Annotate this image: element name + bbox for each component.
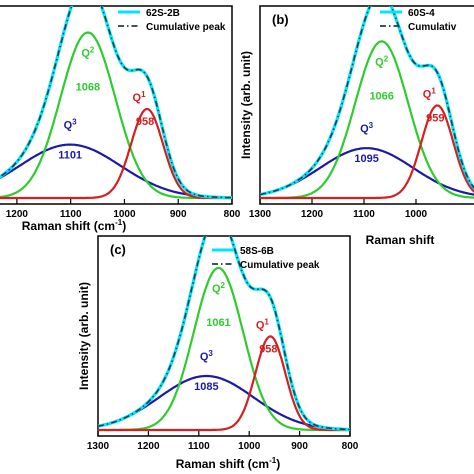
x-tick-label-2: 1000: [113, 209, 136, 220]
x-tick-label-4: 800: [224, 209, 241, 220]
legend-label-sample: 60S-4: [408, 8, 435, 19]
peak-q-label-1: Q3: [360, 121, 374, 135]
x-tick-label-3: 1000: [238, 441, 261, 452]
x-tick-label-1: 1100: [60, 209, 82, 220]
plot-frame: [259, 5, 474, 205]
x-axis-label: Raman shift: [366, 233, 435, 247]
peak-center-label-2: 1061: [206, 317, 230, 329]
x-tick-label-3: 900: [170, 209, 187, 220]
peak-curve-3: [98, 335, 350, 432]
peak-center-label-3: 958: [259, 343, 277, 355]
y-axis-label: Intensity (arb. unit): [77, 282, 91, 390]
peak-center-label-3: 959: [426, 112, 444, 124]
x-tick-label-5: 800: [342, 441, 359, 452]
y-axis-label: Intensity (arb. unit): [239, 51, 253, 159]
panel-a: Q3 1101 Q2 1068 Q1 958 1200 1100 1000 900 800 Raman…: [0, 5, 241, 233]
plot-frame: [97, 235, 351, 437]
x-tick-label-0: 1300: [87, 441, 110, 452]
x-axis-label: Raman shift (cm-1): [22, 218, 126, 233]
plot-area: [0, 6, 232, 200]
peak-q-label-1: Q3: [64, 118, 78, 132]
peak-center-label-3: 958: [136, 116, 154, 128]
peak-q-label-1: Q3: [200, 349, 214, 363]
x-axis-label: Raman shift (cm-1): [176, 456, 280, 471]
plot-area: [98, 236, 350, 432]
x-tick-label-0: 1200: [6, 209, 29, 220]
x-tick-label-2: 1100: [188, 441, 210, 452]
series-line-cumulative: [98, 236, 350, 431]
plot-area: [260, 6, 474, 200]
x-tick-label-0: 1300: [249, 209, 272, 220]
peak-center-label-1: 1085: [194, 381, 218, 393]
plot-frame: [0, 5, 233, 205]
x-tick-label-1: 1200: [137, 441, 160, 452]
panel-label: (b): [272, 12, 289, 27]
peak-center-label-1: 1095: [354, 153, 378, 165]
legend-label-sample: 58S-6B: [240, 246, 274, 257]
peak-curve-3: [260, 104, 474, 200]
peak-q-label-2: Q2: [81, 45, 95, 59]
x-tick-label-1: 1200: [301, 209, 324, 220]
peak-center-label-2: 1068: [76, 81, 100, 93]
series-line-cumulative: [0, 6, 232, 199]
panel-b: Q31095Q21066Q19591300120011001000800Rama…: [239, 5, 474, 247]
x-tick-label-4: 900: [291, 441, 308, 452]
panel-c: Q3 1085 Q2 1061 Q1 958 1300 1200 1100 1000 900 800 R…: [77, 235, 359, 471]
peak-q-label-3: Q1: [423, 86, 437, 100]
legend-label-cumulative: Cumulative peak: [146, 22, 226, 33]
peak-curve-2: [0, 31, 232, 200]
x-tick-label-2: 1100: [353, 209, 375, 220]
peak-center-label-1: 1101: [58, 150, 82, 162]
panel-label: (c): [110, 242, 126, 257]
legend-label-cumulative: Cumulative peak: [240, 260, 320, 271]
peak-q-label-2: Q2: [212, 281, 226, 295]
series-line-sample: [260, 6, 474, 196]
legend-label-cumulative: Cumulativ: [408, 22, 457, 33]
peak-curve-2: [260, 40, 474, 200]
peak-q-label-2: Q2: [375, 54, 389, 68]
peak-q-label-3: Q1: [256, 317, 270, 331]
legend-label-sample: 62S-2B: [146, 8, 180, 19]
x-tick-label-3: 1000: [405, 209, 428, 220]
peak-center-label-2: 1066: [369, 90, 393, 102]
peak-curve-3: [0, 107, 232, 200]
peak-q-label-3: Q1: [133, 90, 147, 104]
